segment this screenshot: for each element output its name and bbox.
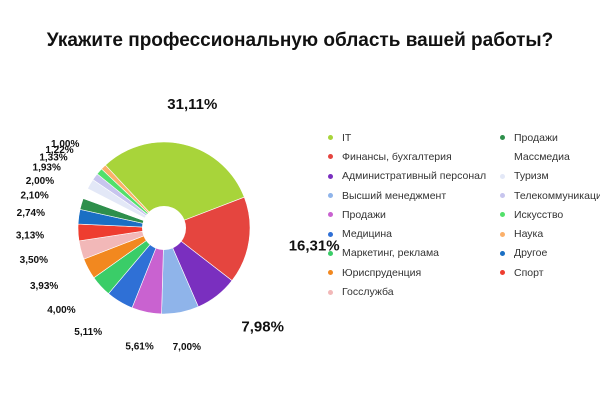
slice-label: 3,93%: [30, 281, 58, 292]
legend-label: Маркетинг, реклама: [342, 247, 440, 260]
legend-label: Продажи: [514, 131, 558, 144]
slice-label: 5,11%: [74, 327, 102, 338]
legend-swatch: [500, 154, 505, 160]
slice-label: 1,93%: [33, 163, 61, 174]
slice-label: 3,50%: [20, 255, 48, 266]
pie-slice: [101, 164, 165, 229]
slice-label: 2,10%: [20, 190, 48, 201]
legend-label: Туризм: [514, 170, 549, 183]
slice-label: 5,61%: [125, 342, 153, 353]
slice-label: 16,31%: [289, 237, 340, 254]
legend-item: Юриспруденция: [328, 263, 486, 282]
slice-label: 2,74%: [17, 208, 45, 219]
legend-right-column: Продажи Массмедиа Туризм Телекоммуникации Ис…: [500, 128, 600, 282]
slice-label: 4,00%: [47, 305, 75, 316]
legend-item: Спорт: [500, 263, 600, 282]
legend-swatch: [500, 212, 505, 218]
legend-item: Продажи: [500, 128, 600, 147]
legend-swatch: [328, 270, 333, 276]
legend-left-column: IT Финансы, бухгалтерия Административный п…: [328, 128, 486, 302]
legend-label: Высший менеджмент: [342, 189, 447, 202]
slice-label: 2,00%: [26, 176, 54, 187]
legend-label: Административный персонал: [342, 170, 487, 183]
legend-label: Наука: [514, 228, 544, 241]
legend-label: Другое: [514, 247, 548, 260]
legend-swatch: [328, 154, 333, 160]
slice-label: 7,00%: [173, 342, 201, 353]
chart-title: Укажите профессиональную область вашей р…: [46, 30, 554, 51]
legend-swatch: [500, 270, 505, 276]
slice-label: 7,98%: [241, 318, 284, 335]
legend-swatch: [500, 135, 505, 141]
legend-label: Медицина: [342, 228, 392, 241]
legend-swatch: [500, 193, 505, 199]
pie-slices: [77, 141, 251, 315]
legend-label: Госслужба: [342, 286, 394, 299]
legend-label: Юриспруденция: [342, 266, 422, 279]
legend-item: Массмедиа: [500, 147, 600, 166]
legend-item: Госслужба: [328, 282, 486, 301]
legend-label: Массмедиа: [514, 150, 570, 163]
legend-item: Телекоммуникации: [500, 186, 600, 205]
legend-swatch: [328, 135, 333, 141]
legend-swatch: [328, 212, 333, 218]
legend-swatch: [500, 173, 505, 179]
legend-item: Высший менеджмент: [328, 186, 486, 205]
slice-label: 31,11%: [167, 96, 217, 113]
legend-swatch: [328, 173, 333, 179]
legend-item: Туризм: [500, 167, 600, 186]
legend-swatch: [328, 250, 333, 256]
legend-label: Финансы, бухгалтерия: [342, 150, 452, 163]
legend-label: Продажи: [342, 208, 386, 221]
legend-item: Искусство: [500, 205, 600, 224]
legend-label: IT: [342, 131, 352, 144]
slice-label: 1,33%: [39, 152, 67, 163]
legend-item: IT: [328, 128, 486, 147]
legend-swatch: [328, 193, 333, 199]
legend-swatch: [500, 231, 505, 237]
pie-slice: [104, 141, 245, 229]
pie-slice: [163, 196, 251, 282]
legend-swatch: [328, 289, 333, 295]
legend-label: Искусство: [514, 208, 564, 221]
legend-item: Медицина: [328, 224, 486, 243]
legend-item: Маркетинг, реклама: [328, 244, 486, 263]
legend-label: Спорт: [514, 266, 544, 279]
slice-label: 1,00%: [51, 139, 79, 150]
donut-hole: [142, 206, 186, 250]
legend-item: Другое: [500, 244, 600, 263]
slice-label: 1,22%: [45, 145, 73, 156]
legend-swatch: [500, 250, 505, 256]
legend-swatch: [328, 231, 333, 237]
legend-item: Финансы, бухгалтерия: [328, 147, 486, 166]
slice-label: 3,13%: [16, 230, 44, 241]
legend-item: Наука: [500, 224, 600, 243]
legend-item: Административный персонал: [328, 167, 486, 186]
legend-item: Продажи: [328, 205, 486, 224]
slice-labels: 31,11% 16,31% 7,98% 7,00% 5,61% 5,11% 4,00% 3,9…: [16, 96, 340, 353]
legend-label: Телекоммуникации: [514, 189, 600, 202]
